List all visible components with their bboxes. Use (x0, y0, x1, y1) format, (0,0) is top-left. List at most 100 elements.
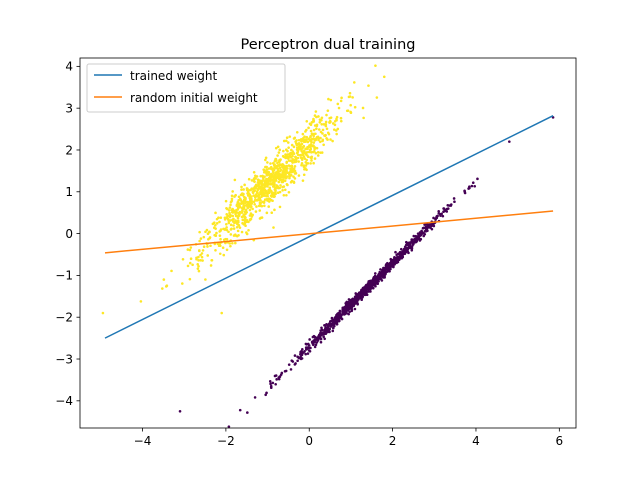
scatter-point-cluster-0 (244, 196, 247, 200)
scatter-point-cluster-0 (278, 163, 282, 166)
scatter-point-cluster-0 (260, 216, 264, 219)
scatter-point-cluster-0 (309, 147, 313, 151)
scatter-point-cluster-0 (191, 263, 194, 267)
scatter-point-cluster-0 (247, 228, 250, 232)
scatter-point-cluster-0 (272, 192, 276, 196)
scatter-point-cluster-0 (225, 213, 229, 216)
scatter-point-cluster-0 (258, 217, 262, 220)
scatter-point-cluster-0 (275, 184, 278, 187)
scatter-point-cluster-0 (320, 116, 324, 120)
scatter-point-cluster-1 (324, 327, 328, 330)
scatter-point-cluster-0 (246, 206, 250, 210)
scatter-point-cluster-1 (323, 331, 326, 334)
scatter-point-cluster-0 (246, 192, 249, 195)
scatter-point-cluster-0 (309, 162, 312, 165)
scatter-point-cluster-0 (312, 144, 315, 147)
scatter-point-cluster-1 (377, 275, 380, 279)
scatter-point-cluster-0 (310, 155, 314, 159)
scatter-point-cluster-0 (281, 175, 285, 179)
scatter-point-cluster-1 (388, 264, 391, 268)
scatter-point-cluster-0 (258, 201, 262, 205)
scatter-point-cluster-0 (351, 96, 354, 99)
scatter-point-cluster-1 (360, 296, 364, 299)
scatter-point-cluster-0 (242, 188, 245, 191)
scatter-point-cluster-1 (178, 409, 182, 413)
scatter-point-cluster-0 (315, 135, 319, 139)
scatter-point-cluster-1 (306, 352, 310, 355)
scatter-point-cluster-1 (365, 285, 369, 288)
scatter-point-cluster-0 (297, 138, 301, 142)
scatter-point-cluster-0 (243, 217, 247, 221)
scatter-point-cluster-0 (214, 211, 217, 215)
scatter-point-cluster-1 (389, 257, 393, 261)
scatter-point-cluster-0 (256, 198, 260, 201)
scatter-point-cluster-1 (437, 209, 441, 213)
scatter-point-cluster-0 (197, 264, 200, 268)
scatter-point-cluster-0 (269, 162, 272, 165)
scatter-point-cluster-0 (225, 226, 228, 229)
scatter-point-cluster-1 (238, 408, 242, 412)
y-tick-label: −1 (55, 269, 73, 283)
scatter-point-cluster-0 (282, 139, 286, 143)
scatter-point-cluster-0 (223, 228, 227, 231)
scatter-point-cluster-1 (269, 386, 273, 390)
scatter-point-cluster-0 (232, 217, 235, 221)
scatter-point-cluster-0 (199, 258, 202, 262)
scatter-point-cluster-0 (242, 222, 246, 226)
scatter-point-cluster-1 (331, 326, 335, 330)
scatter-point-cluster-0 (228, 242, 231, 245)
scatter-point-cluster-0 (267, 200, 271, 203)
scatter-point-cluster-0 (209, 244, 212, 248)
scatter-point-cluster-0 (300, 163, 303, 167)
scatter-point-cluster-0 (264, 158, 267, 162)
scatter-point-cluster-1 (373, 272, 377, 275)
scatter-point-cluster-0 (266, 185, 269, 188)
scatter-point-cluster-1 (337, 311, 341, 315)
scatter-point-cluster-0 (285, 136, 289, 139)
scatter-point-cluster-1 (394, 260, 398, 263)
scatter-point-cluster-1 (424, 227, 428, 230)
scatter-point-cluster-0 (326, 109, 330, 112)
scatter-point-cluster-0 (233, 195, 236, 198)
scatter-point-cluster-1 (352, 304, 355, 308)
scatter-point-cluster-0 (264, 165, 268, 169)
scatter-point-cluster-0 (285, 182, 289, 186)
scatter-point-cluster-0 (335, 118, 338, 122)
scatter-point-cluster-0 (237, 220, 240, 224)
scatter-point-cluster-0 (225, 248, 229, 252)
scatter-point-cluster-0 (257, 186, 260, 190)
scatter-point-cluster-0 (240, 215, 244, 219)
scatter-point-cluster-1 (283, 369, 287, 373)
scatter-point-cluster-0 (233, 220, 237, 224)
scatter-point-cluster-0 (267, 189, 270, 193)
scatter-point-cluster-0 (263, 169, 266, 172)
scatter-point-cluster-0 (231, 190, 234, 193)
scatter-point-cluster-0 (246, 189, 250, 193)
x-tick-label: 6 (556, 434, 564, 448)
scatter-point-cluster-0 (334, 129, 338, 132)
scatter-point-cluster-0 (245, 187, 249, 190)
scatter-point-cluster-0 (329, 138, 332, 141)
scatter-point-cluster-0 (304, 138, 307, 141)
scatter-point-cluster-1 (393, 263, 396, 266)
scatter-point-cluster-0 (264, 179, 267, 183)
scatter-point-cluster-0 (250, 202, 254, 205)
scatter-point-cluster-0 (295, 130, 299, 134)
scatter-point-cluster-0 (307, 150, 311, 154)
series-line-1 (104, 210, 554, 254)
y-tick-label: −4 (55, 394, 73, 408)
series-line-0 (104, 115, 554, 339)
scatter-point-cluster-0 (282, 167, 285, 170)
scatter-point-cluster-0 (284, 175, 288, 178)
scatter-point-cluster-1 (360, 293, 363, 296)
scatter-point-cluster-0 (282, 173, 286, 177)
scatter-point-cluster-0 (300, 142, 304, 146)
scatter-point-cluster-0 (292, 181, 296, 184)
scatter-point-cluster-0 (273, 188, 277, 191)
scatter-point-cluster-0 (238, 204, 241, 208)
scatter-point-cluster-1 (441, 214, 445, 218)
scatter-point-cluster-1 (412, 242, 415, 246)
scatter-point-cluster-0 (264, 189, 268, 193)
scatter-point-cluster-1 (432, 216, 435, 220)
